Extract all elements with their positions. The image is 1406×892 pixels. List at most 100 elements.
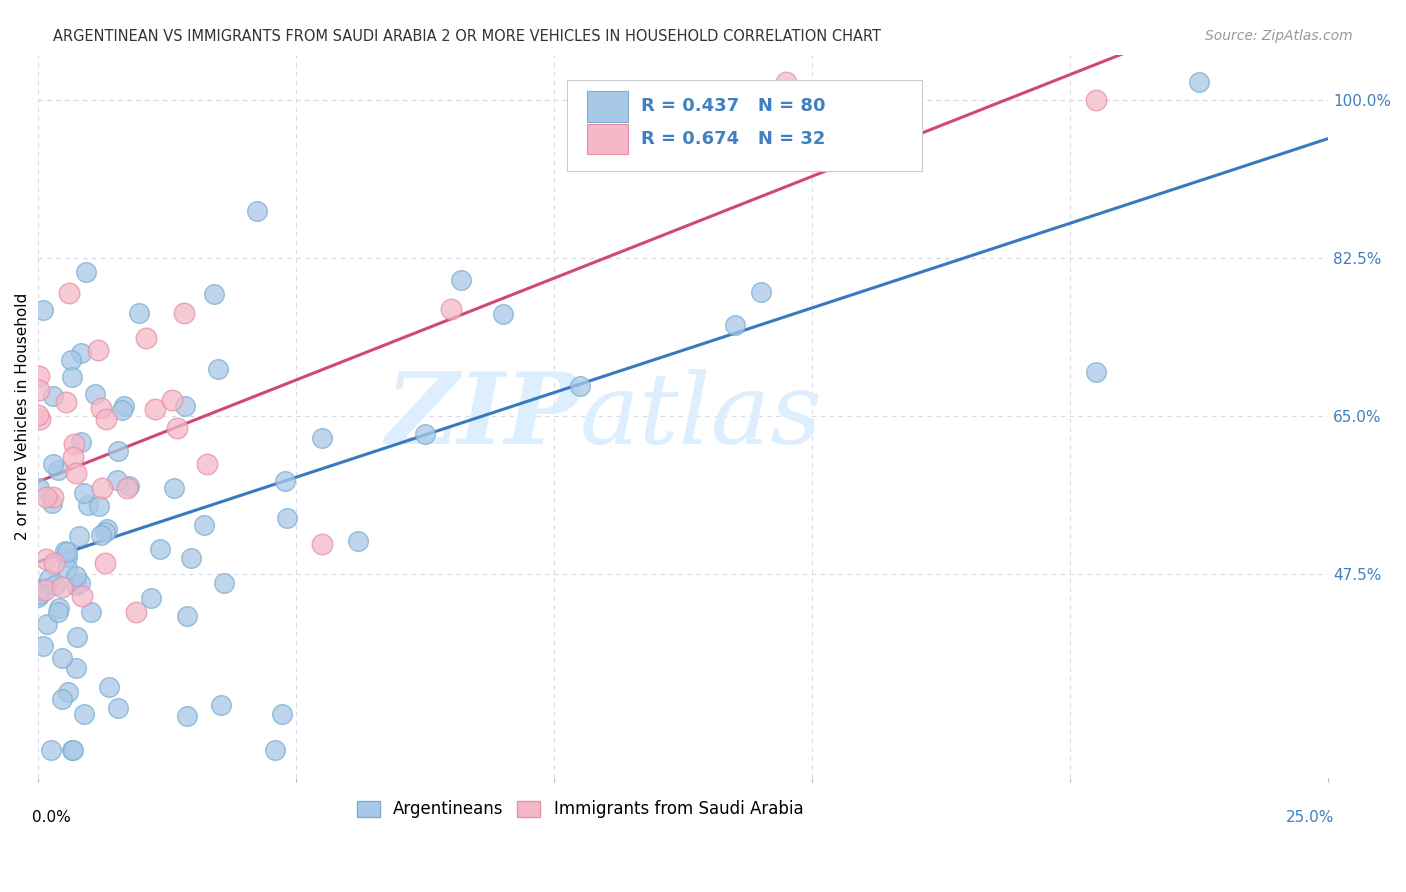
Point (70, 346, 93, 360)
Text: ZIP: ZIP (385, 368, 581, 465)
Point (42, 557, 65, 571)
Point (60, 370, 83, 384)
Point (450, 273, 472, 287)
Point (139, 591, 162, 605)
Bar (586, 124, 627, 154)
Text: atlas: atlas (581, 368, 823, 464)
Point (65, 578, 87, 592)
Bar (586, 91, 627, 121)
Point (311, 431, 333, 445)
Point (1084, 365, 1107, 379)
Point (176, 608, 198, 623)
Point (128, 306, 150, 320)
Point (51, 692, 73, 706)
Point (117, 482, 139, 496)
Point (96, 522, 118, 536)
Point (118, 478, 141, 492)
Point (775, 75, 797, 89)
Point (492, 307, 515, 321)
Point (32, 581, 55, 595)
Point (28, 383, 51, 397)
Point (180, 550, 202, 565)
Point (27, 590, 49, 604)
Point (56, 685, 79, 699)
Point (413, 427, 436, 442)
Point (166, 420, 188, 434)
Point (46, 605, 69, 619)
Y-axis label: 2 or more Vehicles in Household: 2 or more Vehicles in Household (15, 293, 30, 540)
Text: 0.0%: 0.0% (32, 810, 70, 825)
Point (212, 575, 235, 590)
Point (41, 496, 63, 510)
Point (112, 399, 135, 413)
Point (51, 581, 73, 595)
Point (195, 457, 218, 471)
Text: R = 0.437   N = 80: R = 0.437 N = 80 (641, 97, 825, 115)
Point (62, 450, 84, 464)
Point (93, 525, 115, 540)
Point (38, 572, 60, 586)
Point (193, 518, 215, 533)
Point (37, 616, 59, 631)
Point (62, 743, 84, 757)
Point (60, 352, 83, 367)
Point (28, 368, 51, 383)
Point (32, 302, 55, 317)
Point (440, 301, 463, 316)
Point (124, 605, 146, 619)
Point (176, 709, 198, 723)
FancyBboxPatch shape (567, 80, 922, 170)
Point (263, 743, 285, 757)
Point (55, 394, 77, 409)
Point (51, 650, 73, 665)
Point (91, 481, 114, 495)
Point (41, 389, 63, 403)
Point (35, 552, 58, 566)
Point (53, 544, 76, 558)
Point (724, 318, 747, 333)
Point (41, 490, 63, 504)
Point (66, 630, 89, 644)
Point (28, 481, 51, 495)
Point (274, 474, 297, 488)
Point (94, 556, 117, 570)
Legend: Argentineans, Immigrants from Saudi Arabia: Argentineans, Immigrants from Saudi Arab… (352, 796, 808, 823)
Point (174, 399, 197, 413)
Text: R = 0.674   N = 32: R = 0.674 N = 32 (641, 130, 825, 148)
Point (73, 706, 96, 721)
Point (90, 528, 112, 542)
Point (1084, 93, 1107, 107)
Point (80, 605, 103, 619)
Point (75, 265, 97, 279)
Point (76, 498, 98, 512)
Point (311, 537, 333, 551)
Point (28, 587, 51, 601)
Point (111, 402, 134, 417)
Point (87, 500, 110, 514)
Point (149, 541, 172, 556)
Point (1188, 75, 1211, 89)
Point (135, 331, 157, 345)
Point (107, 444, 129, 458)
Point (46, 463, 69, 477)
Point (62, 437, 84, 451)
Point (67, 529, 90, 543)
Point (276, 511, 298, 525)
Point (65, 466, 87, 480)
Point (347, 533, 370, 548)
Point (749, 285, 772, 299)
Point (207, 362, 229, 376)
Point (90, 401, 112, 415)
Point (246, 203, 269, 218)
Point (35, 490, 58, 504)
Point (143, 401, 166, 416)
Point (65, 569, 87, 583)
Point (58, 285, 80, 300)
Point (73, 485, 96, 500)
Point (173, 306, 195, 320)
Point (97, 680, 120, 694)
Point (87, 343, 110, 358)
Point (56, 550, 79, 565)
Point (271, 707, 294, 722)
Point (204, 287, 226, 301)
